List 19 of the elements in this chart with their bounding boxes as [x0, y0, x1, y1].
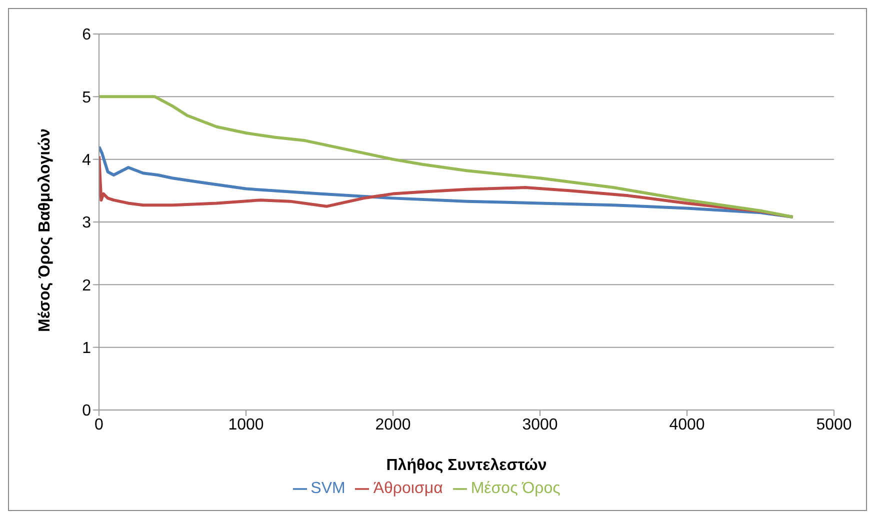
y-tick-label: 0 [82, 402, 92, 420]
y-tick-label: 1 [82, 340, 92, 358]
y-axis-title: Μέσος Όρος Βαθμολογιών [36, 128, 54, 332]
line-series [99, 95, 794, 218]
x-tick-label: 5000 [816, 416, 852, 434]
x-tick-label: 3000 [522, 416, 558, 434]
y-tick-label: 2 [82, 277, 92, 294]
x-tick-label: 0 [94, 416, 104, 434]
x-tick-label: 1000 [228, 416, 264, 434]
legend-label: Μέσος Όρος [470, 480, 560, 497]
x-tick-label: 4000 [669, 416, 705, 434]
x-axis-title: Πλήθος Συντελεστών [386, 457, 547, 474]
y-tick-label: 5 [82, 89, 92, 106]
x-tick-label: 2000 [375, 416, 411, 434]
legend-label: Άθροισμα [373, 480, 443, 497]
legend-label: SVM [310, 480, 346, 497]
y-tick-label: 3 [82, 214, 92, 232]
y-tick-label: 4 [82, 152, 92, 170]
y-tick-label: 6 [82, 26, 92, 44]
